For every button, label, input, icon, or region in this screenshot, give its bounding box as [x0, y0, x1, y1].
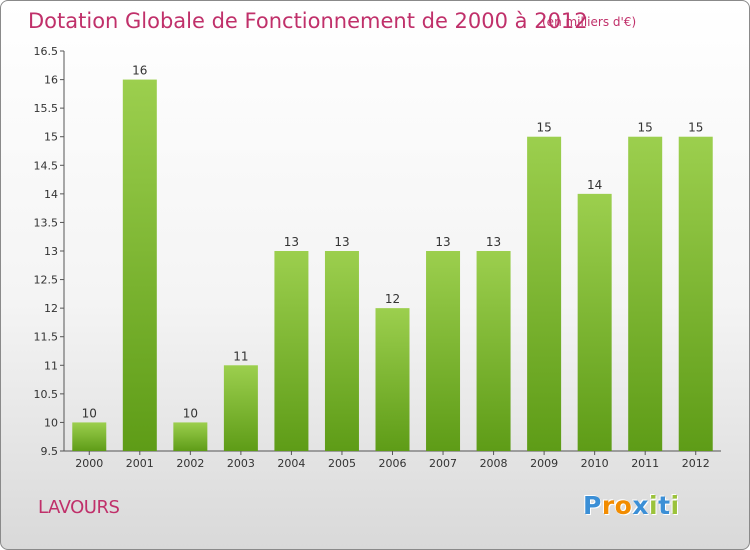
y-tick-label: 15	[44, 131, 58, 144]
bar-value-label: 16	[132, 64, 147, 78]
x-tick-label: 2007	[429, 457, 457, 470]
x-tick-label: 2002	[176, 457, 204, 470]
y-tick-label: 9.5	[41, 445, 59, 458]
logo-letter: o	[614, 491, 633, 520]
bar-value-label: 10	[183, 406, 198, 420]
y-tick-label: 10	[44, 416, 58, 429]
y-tick-label: 10.5	[34, 388, 59, 401]
x-tick-label: 2008	[480, 457, 508, 470]
y-tick-label: 14.5	[34, 159, 59, 172]
y-tick-label: 11	[44, 359, 58, 372]
bar-value-label: 14	[587, 178, 602, 192]
x-tick-label: 2009	[530, 457, 558, 470]
x-tick-label: 2011	[631, 457, 659, 470]
logo-letter: t	[658, 491, 671, 520]
logo-letter: i	[649, 491, 659, 520]
bar	[426, 251, 461, 451]
x-tick-label: 2012	[682, 457, 710, 470]
bar-value-label: 13	[334, 235, 349, 249]
logo-letter: P	[583, 491, 602, 520]
bar-value-label: 15	[688, 121, 703, 135]
y-tick-label: 13.5	[34, 216, 59, 229]
bar-value-label: 13	[486, 235, 501, 249]
bar	[274, 251, 309, 451]
x-tick-label: 2005	[328, 457, 356, 470]
bar	[324, 251, 359, 451]
bar-value-label: 13	[435, 235, 450, 249]
bar	[72, 422, 107, 451]
bar-value-label: 12	[385, 292, 400, 306]
proxiti-logo[interactable]: Proxiti	[583, 491, 680, 520]
bar	[375, 308, 410, 451]
x-tick-label: 2000	[75, 457, 103, 470]
bar-value-label: 13	[284, 235, 299, 249]
x-tick-label: 2003	[227, 457, 255, 470]
bar-value-label: 15	[638, 121, 653, 135]
bar	[223, 365, 258, 451]
commune-name: LAVOURS	[38, 497, 120, 518]
y-tick-label: 13	[44, 245, 58, 258]
y-tick-label: 14	[44, 188, 58, 201]
bar-value-label: 11	[233, 349, 248, 363]
bar	[527, 136, 562, 451]
chart-title: Dotation Globale de Fonctionnement de 20…	[28, 9, 588, 33]
x-tick-label: 2001	[126, 457, 154, 470]
bar	[577, 193, 612, 451]
y-tick-label: 11.5	[34, 331, 59, 344]
x-tick-label: 2006	[379, 457, 407, 470]
y-tick-label: 12	[44, 302, 58, 315]
y-tick-label: 16	[44, 74, 58, 87]
y-tick-label: 12.5	[34, 274, 59, 287]
bar	[173, 422, 208, 451]
logo-letter: x	[632, 491, 649, 520]
bar-value-label: 15	[536, 121, 551, 135]
logo-letter: r	[601, 491, 615, 520]
chart-subtitle: (en milliers d'€)	[542, 15, 637, 29]
bar	[678, 136, 713, 451]
bar-value-label: 10	[82, 406, 97, 420]
bar	[122, 79, 157, 452]
x-tick-label: 2010	[581, 457, 609, 470]
x-tick-label: 2004	[277, 457, 305, 470]
y-tick-label: 15.5	[34, 102, 59, 115]
bar	[476, 251, 511, 451]
logo-letter: i	[670, 491, 680, 520]
bar	[628, 136, 663, 451]
y-tick-label: 16.5	[34, 45, 59, 58]
